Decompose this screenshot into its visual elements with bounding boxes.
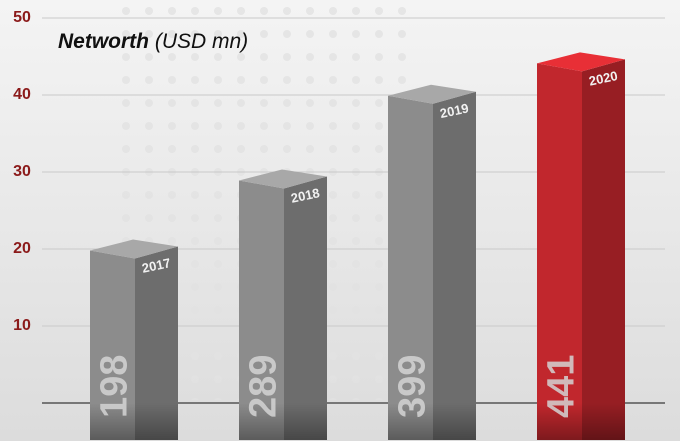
bar-top <box>239 169 327 189</box>
bar-side <box>135 246 178 440</box>
y-tick-label: 30 <box>13 163 31 180</box>
bar-year-label: 2018 <box>290 185 321 206</box>
bar-year-label: 2017 <box>141 255 172 276</box>
y-tick-label: 20 <box>13 240 31 257</box>
bar: 2018 289 <box>239 169 327 440</box>
bar-value-label: 441 <box>541 355 583 418</box>
floor-shade <box>90 403 178 440</box>
bar-value-label: 289 <box>243 355 285 418</box>
chart-title: Networth (USD mn) <box>58 30 248 53</box>
y-tick-label: 10 <box>13 317 31 334</box>
bar-side <box>582 59 625 441</box>
y-tick-label: 40 <box>13 86 31 103</box>
bar: 2017 198 <box>90 239 178 440</box>
bar-front <box>90 250 135 440</box>
floor-shade <box>388 403 476 440</box>
bar: 2019 399 <box>388 84 476 441</box>
bar-top <box>537 52 625 72</box>
bar-front <box>239 180 284 440</box>
bar-year-label: 2020 <box>588 68 619 89</box>
bar-side <box>284 176 327 440</box>
bar: 2020 441 <box>537 52 625 441</box>
bar-front <box>537 63 582 441</box>
bar-value-label: 399 <box>392 355 434 418</box>
floor-shade <box>239 403 327 440</box>
bar-front <box>388 95 433 441</box>
bar-value-label: 198 <box>94 355 136 418</box>
bar-top <box>388 84 476 104</box>
y-tick-label: 50 <box>13 9 31 26</box>
bar-side <box>433 91 476 441</box>
bar-top <box>90 239 178 259</box>
title-unit: (USD mn) <box>155 30 248 53</box>
floor-shade <box>537 403 625 440</box>
bar-year-label: 2019 <box>439 100 470 121</box>
title-main: Networth <box>58 30 149 53</box>
